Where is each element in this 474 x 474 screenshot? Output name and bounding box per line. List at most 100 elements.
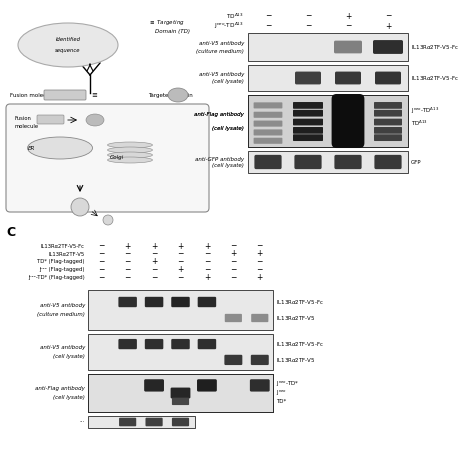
- FancyBboxPatch shape: [6, 104, 209, 212]
- Text: anti-Flag antibody: anti-Flag antibody: [194, 112, 244, 117]
- Text: TD* (Flag-tagged): TD* (Flag-tagged): [37, 259, 85, 264]
- Text: −: −: [125, 265, 131, 274]
- Text: anti-Flag antibody: anti-Flag antibody: [194, 112, 244, 117]
- Text: −: −: [151, 265, 157, 274]
- FancyBboxPatch shape: [225, 314, 242, 322]
- FancyBboxPatch shape: [251, 355, 269, 365]
- FancyBboxPatch shape: [293, 118, 323, 126]
- Text: IL13R$\alpha$2TF-V5-Fc: IL13R$\alpha$2TF-V5-Fc: [276, 340, 324, 348]
- Text: −: −: [256, 265, 263, 274]
- Text: +: +: [230, 249, 237, 258]
- Text: Domain (TD): Domain (TD): [148, 28, 190, 34]
- Text: −: −: [177, 249, 184, 258]
- FancyBboxPatch shape: [224, 355, 242, 365]
- FancyBboxPatch shape: [119, 418, 136, 426]
- Ellipse shape: [18, 23, 118, 67]
- Text: −: −: [98, 241, 104, 250]
- FancyBboxPatch shape: [295, 72, 321, 84]
- Text: +: +: [385, 21, 391, 30]
- FancyBboxPatch shape: [250, 379, 270, 392]
- Ellipse shape: [108, 147, 153, 153]
- Bar: [88, 290, 273, 330]
- Text: −: −: [385, 11, 391, 20]
- Text: −: −: [125, 257, 131, 266]
- FancyBboxPatch shape: [374, 110, 402, 117]
- Text: IL13R$\alpha$2TF-V5-Fc: IL13R$\alpha$2TF-V5-Fc: [411, 74, 459, 82]
- Text: Jⁿᵉᵒ-TD* (Flag-tagged): Jⁿᵉᵒ-TD* (Flag-tagged): [28, 275, 85, 281]
- Text: +: +: [256, 249, 263, 258]
- FancyBboxPatch shape: [254, 129, 283, 136]
- Text: −: −: [256, 257, 263, 266]
- Text: −: −: [265, 11, 271, 20]
- Text: −: −: [204, 257, 210, 266]
- FancyBboxPatch shape: [334, 41, 362, 54]
- Text: −: −: [230, 241, 237, 250]
- Text: (cell lysate): (cell lysate): [212, 80, 244, 84]
- FancyBboxPatch shape: [44, 90, 86, 100]
- FancyBboxPatch shape: [294, 155, 321, 169]
- Text: GFP: GFP: [411, 159, 422, 164]
- FancyBboxPatch shape: [254, 102, 283, 109]
- FancyBboxPatch shape: [293, 110, 323, 117]
- Text: Fusion: Fusion: [15, 116, 32, 120]
- Text: Identified: Identified: [55, 36, 81, 42]
- Text: J$^{neo}$: J$^{neo}$: [276, 388, 287, 398]
- FancyBboxPatch shape: [171, 339, 190, 349]
- Text: J$^{neo}$-TD$^{\Delta13}$: J$^{neo}$-TD$^{\Delta13}$: [214, 21, 244, 31]
- Ellipse shape: [108, 142, 153, 148]
- FancyBboxPatch shape: [254, 138, 283, 144]
- Text: −: −: [98, 257, 104, 266]
- Text: −: −: [125, 273, 131, 283]
- Ellipse shape: [71, 198, 89, 216]
- FancyBboxPatch shape: [171, 388, 191, 399]
- Text: C: C: [6, 226, 15, 238]
- Text: IL13Rα2TF-V5-Fc: IL13Rα2TF-V5-Fc: [41, 244, 85, 248]
- Bar: [248, 65, 408, 91]
- Ellipse shape: [108, 152, 153, 158]
- Text: −: −: [125, 249, 131, 258]
- Text: J$^{neo}$-TD*: J$^{neo}$-TD*: [276, 380, 300, 389]
- Text: IL13R$\alpha$2TF-V5: IL13R$\alpha$2TF-V5: [276, 314, 316, 322]
- FancyBboxPatch shape: [251, 314, 268, 322]
- Text: +: +: [125, 241, 131, 250]
- Text: −: −: [305, 11, 311, 20]
- FancyBboxPatch shape: [374, 102, 402, 109]
- Text: ...: ...: [80, 418, 85, 423]
- Text: (cell lysate): (cell lysate): [212, 126, 244, 131]
- Text: IL13Rα2TF-V5: IL13Rα2TF-V5: [49, 252, 85, 256]
- Text: +: +: [177, 241, 184, 250]
- Ellipse shape: [86, 114, 104, 126]
- Text: −: −: [256, 241, 263, 250]
- FancyBboxPatch shape: [373, 40, 403, 54]
- Text: −: −: [151, 273, 157, 283]
- Text: (cell lysate): (cell lysate): [53, 395, 85, 400]
- Text: Golgi: Golgi: [110, 155, 124, 161]
- Text: IL13R$\alpha$2TF-V5-Fc: IL13R$\alpha$2TF-V5-Fc: [411, 43, 459, 51]
- FancyBboxPatch shape: [374, 155, 401, 169]
- Text: molecule: molecule: [15, 124, 39, 128]
- Text: anti-Flag antibody: anti-Flag antibody: [35, 386, 85, 391]
- Text: −: −: [345, 21, 351, 30]
- Text: sequence: sequence: [55, 47, 81, 53]
- FancyBboxPatch shape: [172, 418, 189, 426]
- Text: anti-GFP antibody: anti-GFP antibody: [195, 157, 244, 162]
- Text: (cell lysate): (cell lysate): [53, 354, 85, 359]
- FancyBboxPatch shape: [293, 102, 323, 109]
- Text: −: −: [265, 21, 271, 30]
- Text: −: −: [230, 257, 237, 266]
- Ellipse shape: [27, 137, 92, 159]
- Text: Targeted Protein: Targeted Protein: [148, 92, 193, 98]
- Text: anti-V5 antibody: anti-V5 antibody: [40, 303, 85, 308]
- FancyBboxPatch shape: [145, 339, 164, 349]
- Text: (cell lysate): (cell lysate): [212, 126, 244, 131]
- Text: −: −: [204, 249, 210, 258]
- Text: Fusion molecule: Fusion molecule: [10, 92, 55, 98]
- FancyBboxPatch shape: [118, 297, 137, 307]
- FancyBboxPatch shape: [171, 297, 190, 307]
- Text: TD$^{\Delta13}$: TD$^{\Delta13}$: [226, 11, 244, 21]
- Bar: [88, 416, 195, 428]
- Ellipse shape: [108, 157, 153, 163]
- Bar: [88, 374, 273, 412]
- FancyBboxPatch shape: [374, 118, 402, 126]
- Text: (culture medium): (culture medium): [196, 49, 244, 54]
